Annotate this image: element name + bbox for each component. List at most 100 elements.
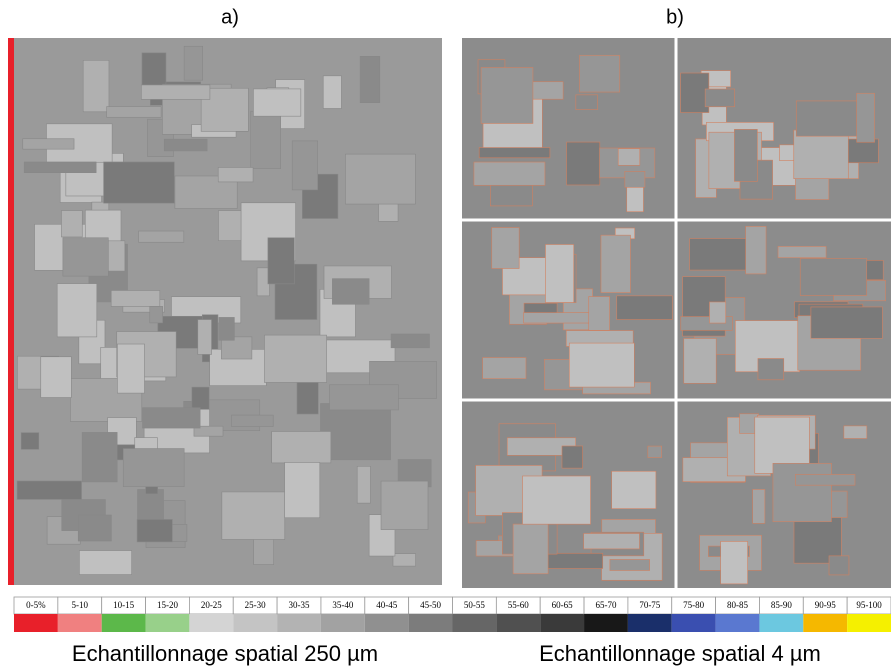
legend-swatch (189, 614, 234, 632)
block (22, 138, 75, 150)
legend-label: 95-100 (856, 600, 882, 610)
block (843, 425, 868, 439)
block (62, 237, 109, 277)
block (267, 237, 295, 285)
block (264, 334, 327, 383)
legend-swatch (540, 614, 585, 632)
block (82, 59, 110, 113)
legend-swatch (671, 614, 716, 632)
block (528, 81, 564, 100)
block (680, 72, 710, 113)
block (828, 555, 850, 576)
block (795, 474, 856, 486)
block (752, 489, 766, 524)
block (380, 480, 429, 530)
block (390, 333, 430, 349)
block (141, 84, 211, 100)
block (271, 431, 332, 464)
legend-swatch (759, 614, 804, 632)
panel-label: b) (666, 6, 684, 28)
legend-swatch (145, 614, 190, 632)
block (575, 94, 598, 110)
block (793, 514, 842, 564)
block (757, 358, 785, 381)
block (704, 88, 735, 108)
block (221, 491, 286, 540)
legend-label: 70-75 (639, 600, 660, 610)
block (647, 445, 662, 458)
legend-swatch (101, 614, 146, 632)
legend-label: 15-20 (157, 600, 178, 610)
legend-swatch (14, 614, 58, 632)
block (141, 52, 167, 90)
block (284, 462, 321, 519)
legend-label: 5-10 (72, 600, 89, 610)
legend-label: 30-35 (289, 600, 310, 610)
legend-label: 85-90 (771, 600, 792, 610)
legend-label: 0-5% (26, 600, 46, 610)
block (709, 301, 727, 324)
block (322, 75, 342, 109)
legend-swatch (57, 614, 102, 632)
caption: Echantillonnage spatial 250 µm (72, 641, 378, 666)
legend-label: 55-60 (508, 600, 529, 610)
block (799, 258, 868, 296)
block (61, 210, 83, 238)
legend-swatch (408, 614, 453, 632)
legend-label: 20-25 (201, 600, 222, 610)
block (16, 480, 82, 500)
block (163, 138, 208, 152)
legend-label: 65-70 (595, 600, 616, 610)
block (512, 523, 549, 575)
block (122, 448, 185, 487)
legend-swatch (364, 614, 409, 632)
block (217, 167, 254, 183)
legend-swatch (715, 614, 760, 632)
block (20, 432, 40, 450)
block (856, 92, 875, 143)
block (793, 129, 849, 179)
block (566, 141, 601, 186)
block (106, 240, 126, 272)
block (149, 306, 163, 324)
legend-label: 45-50 (420, 600, 441, 610)
block (110, 290, 161, 307)
block (218, 317, 235, 341)
legend-swatch (584, 614, 628, 632)
block (689, 238, 755, 271)
block (523, 312, 594, 324)
block (491, 227, 520, 269)
block (795, 100, 860, 137)
block (136, 519, 173, 543)
block (329, 384, 399, 411)
block (609, 559, 650, 571)
legend-label: 90-95 (815, 600, 836, 610)
block (473, 161, 546, 186)
block (579, 54, 621, 93)
block (482, 357, 527, 380)
block (320, 403, 391, 461)
block (79, 550, 132, 575)
legend-swatch (320, 614, 365, 632)
block (392, 553, 416, 567)
legend-label: 40-45 (376, 600, 397, 610)
block (81, 432, 118, 483)
legend-label: 75-80 (683, 600, 704, 610)
block (193, 425, 224, 437)
block (522, 475, 591, 525)
block (777, 246, 827, 259)
legend-swatch (803, 614, 848, 632)
block (117, 343, 145, 394)
block (810, 306, 883, 339)
legend-label: 10-15 (113, 600, 134, 610)
panel-a-edge (8, 38, 14, 585)
block (197, 319, 212, 355)
block (616, 295, 673, 320)
block (617, 148, 641, 166)
block (745, 226, 767, 275)
block (23, 161, 97, 173)
legend-label: 60-65 (552, 600, 573, 610)
block (77, 514, 112, 542)
legend-label: 35-40 (332, 600, 353, 610)
